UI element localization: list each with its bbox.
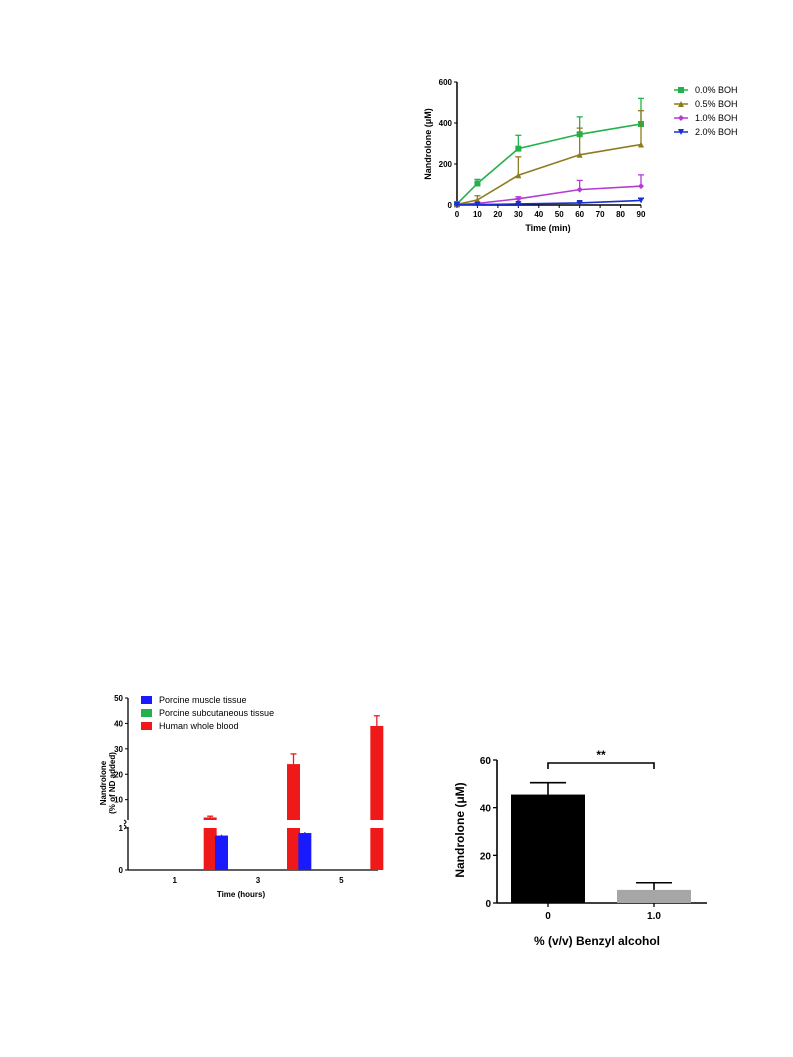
chart3-x-tick-label: 0	[545, 911, 551, 922]
chart1-data-point	[638, 183, 644, 190]
chart2-bar	[298, 833, 312, 870]
chart1-data-point	[576, 199, 583, 206]
chart2-y-tick-label: 30	[114, 745, 123, 754]
chart1-legend-label: 0.5% BOH	[695, 99, 738, 109]
chart2-legend-label: Human whole blood	[159, 721, 239, 731]
chart1-x-tick-label: 50	[555, 210, 564, 219]
chart2-bar-upper-segment	[203, 817, 217, 820]
chart1-x-tick-label: 10	[473, 210, 482, 219]
chart1-legend-marker	[678, 129, 684, 135]
chart3-y-tick-label: 20	[480, 851, 492, 862]
chart2-y-tick-label: 40	[114, 719, 123, 728]
chart2-axes: 0 1 10 20 30 40 50 1 3 5	[114, 694, 378, 885]
chart2-x-tick-label: 5	[339, 876, 344, 885]
chart1-data-point	[515, 145, 522, 152]
chart1-x-tick-label: 20	[493, 210, 502, 219]
chart1-legend: 0.0% BOH 0.5% BOH 1.0% BOH 2.0% BOH	[674, 85, 738, 137]
chart1-y-tick-label: 0	[448, 201, 453, 210]
chart1-series-group	[454, 97, 644, 208]
chart2-y-tick-label: 20	[114, 770, 123, 779]
chart2-y-tick-label: 50	[114, 694, 123, 703]
chart1-legend-label: 0.0% BOH	[695, 85, 738, 95]
chart3-bar	[617, 889, 691, 903]
chart2-x-axis-label: Time (hours)	[217, 890, 266, 899]
chart1-x-tick-label: 30	[514, 210, 523, 219]
chart3-y-tick-label: 60	[480, 756, 492, 767]
chart1-data-point	[576, 186, 583, 193]
chart3-y-tick-label: 40	[480, 804, 492, 815]
chart1-x-tick-label: 90	[637, 210, 646, 219]
chart2-bar-upper-segment	[370, 725, 384, 820]
chart3-significance-bracket	[547, 762, 655, 769]
chart1-x-tick-label: 80	[616, 210, 625, 219]
chart1-legend-marker	[678, 87, 684, 93]
chart1-x-tick-label: 60	[575, 210, 584, 219]
chart1-data-point	[638, 141, 644, 148]
chart2-bar-lower-segment	[287, 828, 300, 870]
chart1-data-point	[515, 172, 522, 179]
chart3-x-axis-label: % (v/v) Benzyl alcohol	[534, 934, 660, 948]
chart2-bars-group	[203, 715, 384, 870]
chart2-bar	[215, 835, 228, 870]
chart1-legend-marker	[678, 115, 684, 121]
chart2-legend-swatch	[141, 722, 152, 730]
chart1-x-tick-label: 40	[534, 210, 543, 219]
chart2-x-tick-label: 3	[256, 876, 261, 885]
chart3-significance-annotation: **	[596, 748, 606, 762]
chart2-legend-swatch	[141, 709, 152, 717]
chart1-data-point	[474, 201, 481, 208]
chart1-data-point	[638, 197, 644, 204]
chart1-data-point	[454, 201, 460, 208]
chart2-y-axis-label-line1: Nandrolone	[99, 760, 108, 805]
chart2-bar-lower-segment	[370, 828, 384, 870]
chart2-x-tick-label: 1	[172, 876, 177, 885]
chart1-x-tick-label: 70	[596, 210, 605, 219]
chart1-y-axis-label: Nandrolone (μM)	[423, 108, 433, 180]
chart1-y-tick-label: 400	[439, 119, 453, 128]
chart3-bars-group	[511, 762, 691, 903]
chart2-legend-label: Porcine muscle tissue	[159, 695, 247, 705]
chart2-y-tick-label: 1	[119, 824, 124, 833]
chart2-legend-swatch	[141, 696, 152, 704]
chart3-x-tick-label: 1.0	[647, 911, 661, 922]
chart3-bar	[511, 794, 585, 903]
chart1-y-tick-label: 600	[439, 78, 453, 87]
chart2-bar-lower-segment	[203, 828, 217, 870]
chart2-legend: Porcine muscle tissue Porcine subcutaneou…	[141, 695, 274, 731]
chart3-y-tick-label: 0	[485, 899, 491, 910]
chart1-x-tick-label: 0	[455, 210, 460, 219]
chart2-legend-label: Porcine subcutaneous tissue	[159, 708, 274, 718]
chart1-data-point	[576, 151, 583, 158]
chart2-bar-upper-segment	[287, 764, 300, 820]
chart1-data-point	[474, 180, 481, 187]
chart1-legend-marker	[678, 101, 684, 107]
chart1-legend-label: 1.0% BOH	[695, 113, 738, 123]
chart1-data-point	[515, 200, 522, 207]
chart3-y-axis-label: Nandrolone (μM)	[453, 782, 467, 877]
chart1-x-axis-label: Time (min)	[525, 223, 570, 233]
chart2-y-axis-label-line2: (% of ND added)	[108, 752, 117, 814]
chart1-data-point	[515, 195, 522, 202]
chart1-data-point	[474, 196, 481, 203]
chart2-y-tick-label: 10	[114, 796, 123, 805]
chart2-y-tick-label: 0	[119, 866, 124, 875]
chart1-y-tick-label: 200	[439, 160, 453, 169]
chart1-legend-label: 2.0% BOH	[695, 127, 738, 137]
chart2-axis-break-marker	[123, 819, 127, 830]
